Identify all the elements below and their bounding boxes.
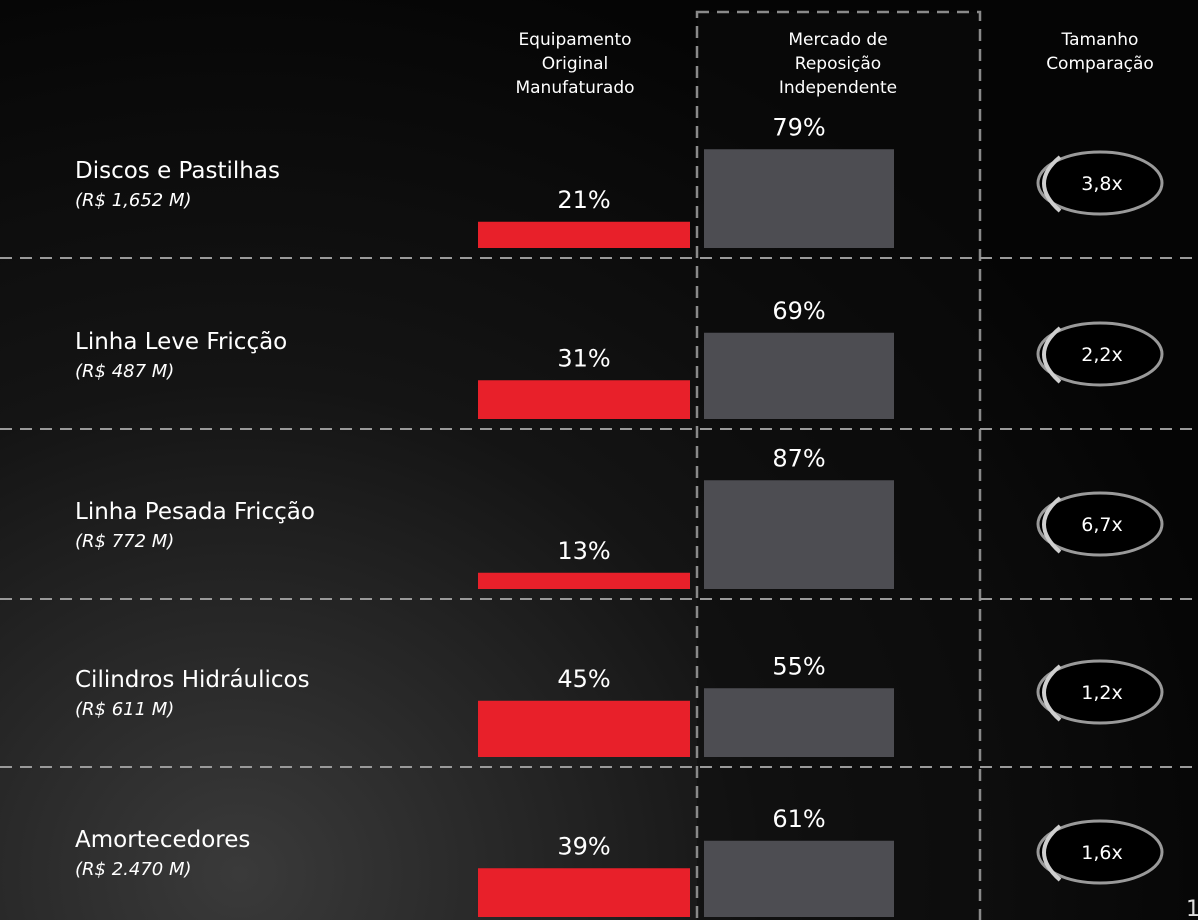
badge-swirl	[1042, 664, 1062, 722]
bar	[704, 840, 894, 917]
badge-ring	[1036, 659, 1164, 725]
value-label: 31%	[557, 344, 610, 372]
value-label: 87%	[772, 444, 825, 472]
value-label: 13%	[557, 537, 610, 565]
category-label: Amortecedores	[75, 827, 250, 853]
value-label: 21%	[557, 186, 610, 214]
bar	[478, 868, 690, 917]
category-label: Cilindros Hidráulicos	[75, 667, 310, 693]
badge-ring	[1036, 321, 1164, 387]
bar	[478, 380, 690, 419]
badge-swirl	[1042, 824, 1062, 882]
badge-ring	[1036, 150, 1164, 216]
category-note: (R$ 611 M)	[75, 699, 174, 720]
category-label: Linha Leve Fricção	[75, 329, 287, 355]
badge-swirl	[1042, 326, 1062, 384]
comparison-label: 2,2x	[1081, 344, 1122, 366]
highlight-column	[695, 10, 982, 920]
bar	[478, 700, 690, 757]
page-number: 1	[1186, 897, 1198, 920]
category-note: (R$ 2.470 M)	[75, 859, 192, 880]
bar	[704, 149, 894, 248]
category-label: Discos e Pastilhas	[75, 158, 280, 184]
category-label: Linha Pesada Fricção	[75, 499, 315, 525]
category-note: (R$ 1,652 M)	[75, 190, 192, 211]
column-header: Equipamento Original Manufaturado	[515, 30, 635, 98]
badge-swirl	[1042, 496, 1062, 554]
value-label: 39%	[557, 832, 610, 860]
bar	[704, 332, 894, 419]
value-label: 79%	[772, 113, 825, 141]
category-note: (R$ 487 M)	[75, 361, 174, 382]
value-label: 45%	[557, 665, 610, 693]
badge-swirl	[1042, 155, 1062, 213]
comparison-label: 3,8x	[1081, 173, 1122, 195]
badge-ring	[1036, 491, 1164, 557]
comparison-label: 1,2x	[1081, 682, 1122, 704]
comparison-label: 6,7x	[1081, 514, 1122, 536]
value-label: 55%	[772, 652, 825, 680]
value-label: 69%	[772, 297, 825, 325]
bar	[704, 480, 894, 589]
bar	[704, 688, 894, 757]
value-label: 61%	[772, 805, 825, 833]
column-header: Tamanho Comparação	[1046, 30, 1154, 74]
bar	[478, 572, 690, 589]
column-header: Mercado de Reposição Independente	[778, 30, 898, 98]
badge-ring	[1036, 819, 1164, 885]
bar	[478, 221, 690, 248]
comparison-label: 1,6x	[1081, 842, 1122, 864]
category-note: (R$ 772 M)	[75, 531, 174, 552]
